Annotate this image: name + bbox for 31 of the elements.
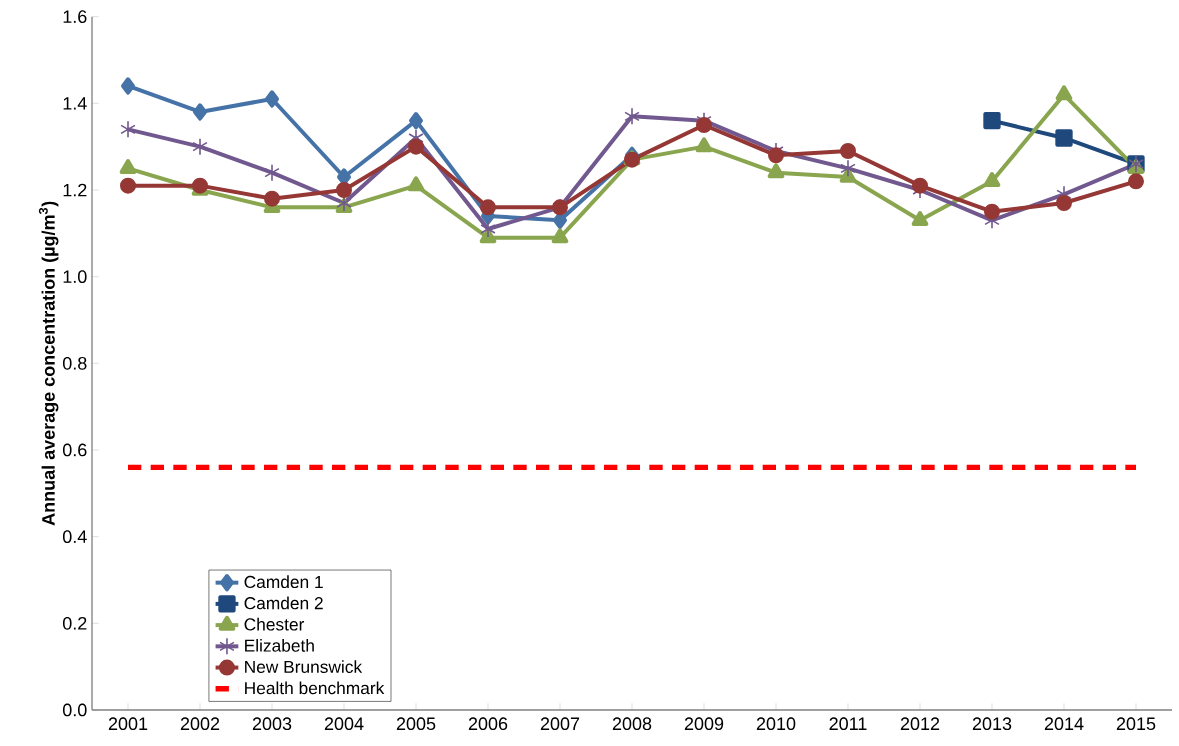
legend-label: Elizabeth [245, 639, 314, 652]
legend-label: New Brunswick [245, 660, 363, 674]
x-tick-label: 2015 [1116, 717, 1156, 731]
y-tick-label: 0.8 [62, 356, 87, 370]
x-tick-label: 2009 [684, 717, 724, 731]
x-tick-label: 2008 [612, 717, 652, 731]
y-tick-label: 1.2 [63, 183, 87, 197]
x-tick-label: 2003 [252, 717, 292, 731]
y-tick-label: 0.4 [62, 530, 87, 544]
x-tick-label: 2010 [756, 717, 796, 731]
legend-label: Camden 2 [244, 596, 323, 610]
y-tick-label: 0.6 [62, 443, 87, 457]
y-tick-label: 1.0 [63, 270, 87, 284]
x-tick-label: 2006 [468, 717, 508, 731]
x-tick-label: 2004 [324, 717, 364, 731]
x-tick-label: 2007 [540, 717, 580, 731]
y-tick-label: 1.6 [63, 10, 87, 24]
legend-label: Health benchmark [245, 681, 385, 695]
legend-label: Camden 1 [244, 575, 323, 589]
y-tick-label: 0.2 [62, 616, 87, 630]
y-tick-label: 0.0 [62, 703, 87, 717]
x-tick-label: 2001 [108, 717, 148, 731]
legend-label: Chester [244, 617, 305, 631]
y-axis-title: Annual average concentration (µg/m$^{3}$) [38, 201, 59, 526]
x-tick-label: 2013 [972, 717, 1012, 731]
y-tick-label: 1.4 [63, 97, 87, 110]
x-tick-label: 2005 [396, 717, 436, 731]
x-tick-label: 2014 [1044, 717, 1084, 731]
x-tick-label: 2012 [900, 717, 940, 731]
x-tick-label: 2002 [180, 717, 220, 731]
x-tick-label: 2011 [829, 717, 867, 731]
